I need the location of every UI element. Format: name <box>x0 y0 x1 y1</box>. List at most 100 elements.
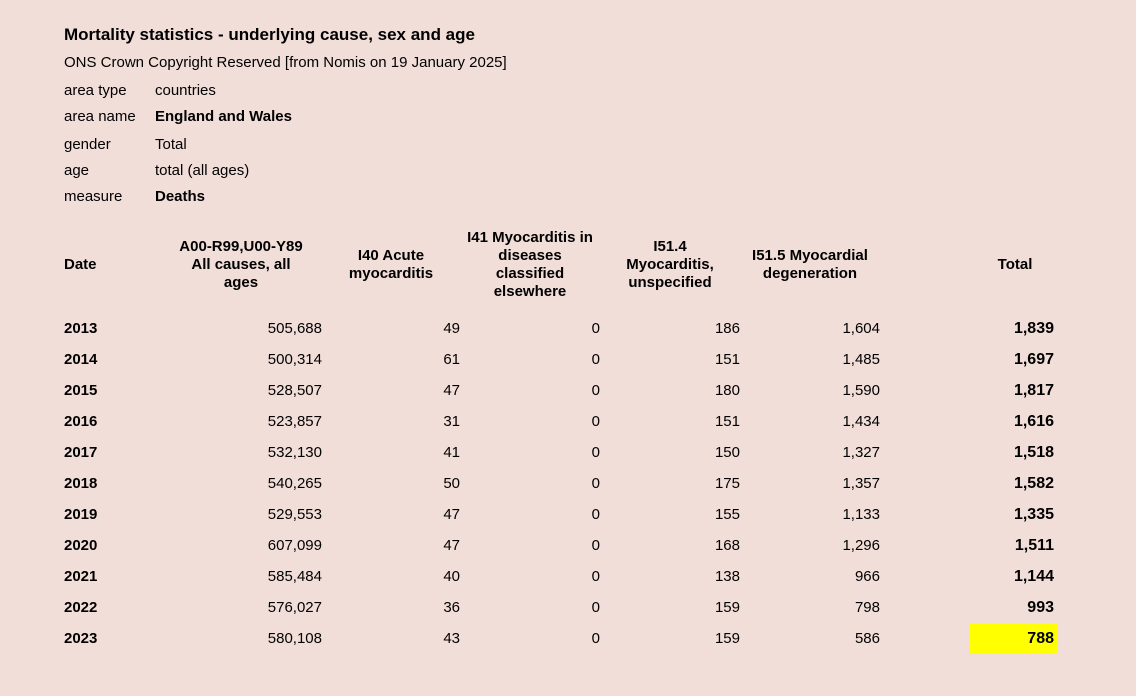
cell-i515: 1,296 <box>842 537 880 554</box>
cell-all-causes: 576,027 <box>267 599 322 616</box>
cell-i515: 1,434 <box>842 413 880 430</box>
cell-all-causes: 523,857 <box>267 413 322 430</box>
cell-total: 1,616 <box>880 406 1058 437</box>
cell-all-causes: 580,108 <box>267 630 322 647</box>
cell-i515: 1,590 <box>842 382 880 399</box>
cell-i40: 49 <box>443 320 460 337</box>
copyright-line: ONS Crown Copyright Reserved [from Nomis… <box>64 54 507 71</box>
table-row: 2019 529,553 47 0 155 1,133 1,335 <box>64 499 1058 530</box>
table-row: 2015 528,507 47 0 180 1,590 1,817 <box>64 375 1058 406</box>
mortality-table: Date A00-R99,U00-Y89 All causes, all age… <box>64 217 1058 654</box>
table-row: 2021 585,484 40 0 138 966 1,144 <box>64 561 1058 592</box>
cell-i514: 155 <box>714 506 740 523</box>
cell-all-causes: 500,314 <box>267 351 322 368</box>
cell-all-causes: 540,265 <box>267 475 322 492</box>
cell-i514: 159 <box>714 630 740 647</box>
table-row: 2022 576,027 36 0 159 798 993 <box>64 592 1058 623</box>
table-header-row: Date A00-R99,U00-Y89 All causes, all age… <box>64 217 1058 313</box>
col-header-i40-acute-myocarditis: I40 Acute myocarditis <box>348 247 434 282</box>
page-title: Mortality statistics - underlying cause,… <box>64 25 475 44</box>
meta-label: age <box>64 162 90 179</box>
table-body: 2013 505,688 49 0 186 1,604 1,839 2014 5… <box>64 313 1058 654</box>
row-year: 2016 <box>64 413 98 430</box>
cell-total: 1,518 <box>880 437 1058 468</box>
row-year: 2022 <box>64 599 98 616</box>
cell-i515: 1,133 <box>842 506 880 523</box>
cell-total: 788 <box>880 623 1058 654</box>
row-year: 2018 <box>64 475 98 492</box>
row-year: 2017 <box>64 444 98 461</box>
meta-value: total (all ages) <box>155 162 250 179</box>
table-row: 2020 607,099 47 0 168 1,296 1,511 <box>64 530 1058 561</box>
cell-i40: 61 <box>443 351 460 368</box>
total-value: 1,839 <box>1013 319 1054 337</box>
page: Mortality statistics - underlying cause,… <box>64 25 1136 654</box>
cell-i40: 31 <box>443 413 460 430</box>
meta-row: measure Deaths <box>64 187 1136 207</box>
row-year: 2020 <box>64 537 98 554</box>
cell-i41: 0 <box>591 444 600 461</box>
cell-i41: 0 <box>591 413 600 430</box>
total-value: 1,511 <box>1014 536 1054 554</box>
cell-i40: 47 <box>443 537 460 554</box>
cell-total: 993 <box>880 592 1058 623</box>
meta-label: area type <box>64 82 127 99</box>
cell-i41: 0 <box>591 630 600 647</box>
cell-i514: 150 <box>714 444 740 461</box>
row-year: 2023 <box>64 630 98 647</box>
cell-i41: 0 <box>591 475 600 492</box>
col-header-all-causes: A00-R99,U00-Y89 All causes, all ages <box>179 238 303 291</box>
cell-total: 1,335 <box>880 499 1058 530</box>
total-value: 1,817 <box>1013 381 1054 399</box>
cell-total: 1,582 <box>880 468 1058 499</box>
cell-i514: 180 <box>714 382 740 399</box>
cell-all-causes: 585,484 <box>267 568 322 585</box>
table-row: 2013 505,688 49 0 186 1,604 1,839 <box>64 313 1058 344</box>
table-row: 2018 540,265 50 0 175 1,357 1,582 <box>64 468 1058 499</box>
row-year: 2014 <box>64 351 98 368</box>
cell-i41: 0 <box>591 351 600 368</box>
cell-total: 1,817 <box>880 375 1058 406</box>
cell-i40: 47 <box>443 382 460 399</box>
total-value: 788 <box>970 623 1058 654</box>
cell-i40: 41 <box>443 444 460 461</box>
col-header-total: Total <box>997 256 1033 273</box>
cell-i41: 0 <box>591 382 600 399</box>
total-value: 1,582 <box>1013 474 1054 492</box>
row-year: 2013 <box>64 320 98 337</box>
cell-i515: 1,485 <box>842 351 880 368</box>
total-value: 993 <box>1027 598 1054 616</box>
col-header-i41-myocarditis-elsewhere: I41 Myocarditis in diseases classified e… <box>467 229 593 300</box>
cell-i514: 168 <box>714 537 740 554</box>
meta-value: England and Wales <box>155 108 292 125</box>
cell-i515: 586 <box>854 630 880 647</box>
cell-i40: 47 <box>443 506 460 523</box>
cell-i514: 175 <box>714 475 740 492</box>
total-value: 1,144 <box>1013 567 1054 585</box>
cell-i41: 0 <box>591 568 600 585</box>
col-header-date: Date <box>64 256 97 273</box>
cell-i41: 0 <box>591 320 600 337</box>
table-row: 2014 500,314 61 0 151 1,485 1,697 <box>64 344 1058 375</box>
cell-total: 1,697 <box>880 344 1058 375</box>
row-year: 2015 <box>64 382 98 399</box>
meta-value: Deaths <box>155 188 206 205</box>
cell-i40: 40 <box>443 568 460 585</box>
cell-i515: 1,604 <box>842 320 880 337</box>
cell-i514: 186 <box>714 320 740 337</box>
cell-i514: 151 <box>714 413 740 430</box>
cell-i40: 50 <box>443 475 460 492</box>
cell-i41: 0 <box>591 506 600 523</box>
total-value: 1,518 <box>1013 443 1054 461</box>
meta-row: age total (all ages) <box>64 161 1136 181</box>
cell-total: 1,144 <box>880 561 1058 592</box>
meta-label: measure <box>64 188 123 205</box>
table-row: 2016 523,857 31 0 151 1,434 1,616 <box>64 406 1058 437</box>
cell-i515: 1,327 <box>842 444 880 461</box>
row-year: 2019 <box>64 506 98 523</box>
table-row: 2023 580,108 43 0 159 586 788 <box>64 623 1058 654</box>
cell-i514: 138 <box>714 568 740 585</box>
cell-i515: 1,357 <box>842 475 880 492</box>
cell-i514: 151 <box>714 351 740 368</box>
cell-i41: 0 <box>591 537 600 554</box>
